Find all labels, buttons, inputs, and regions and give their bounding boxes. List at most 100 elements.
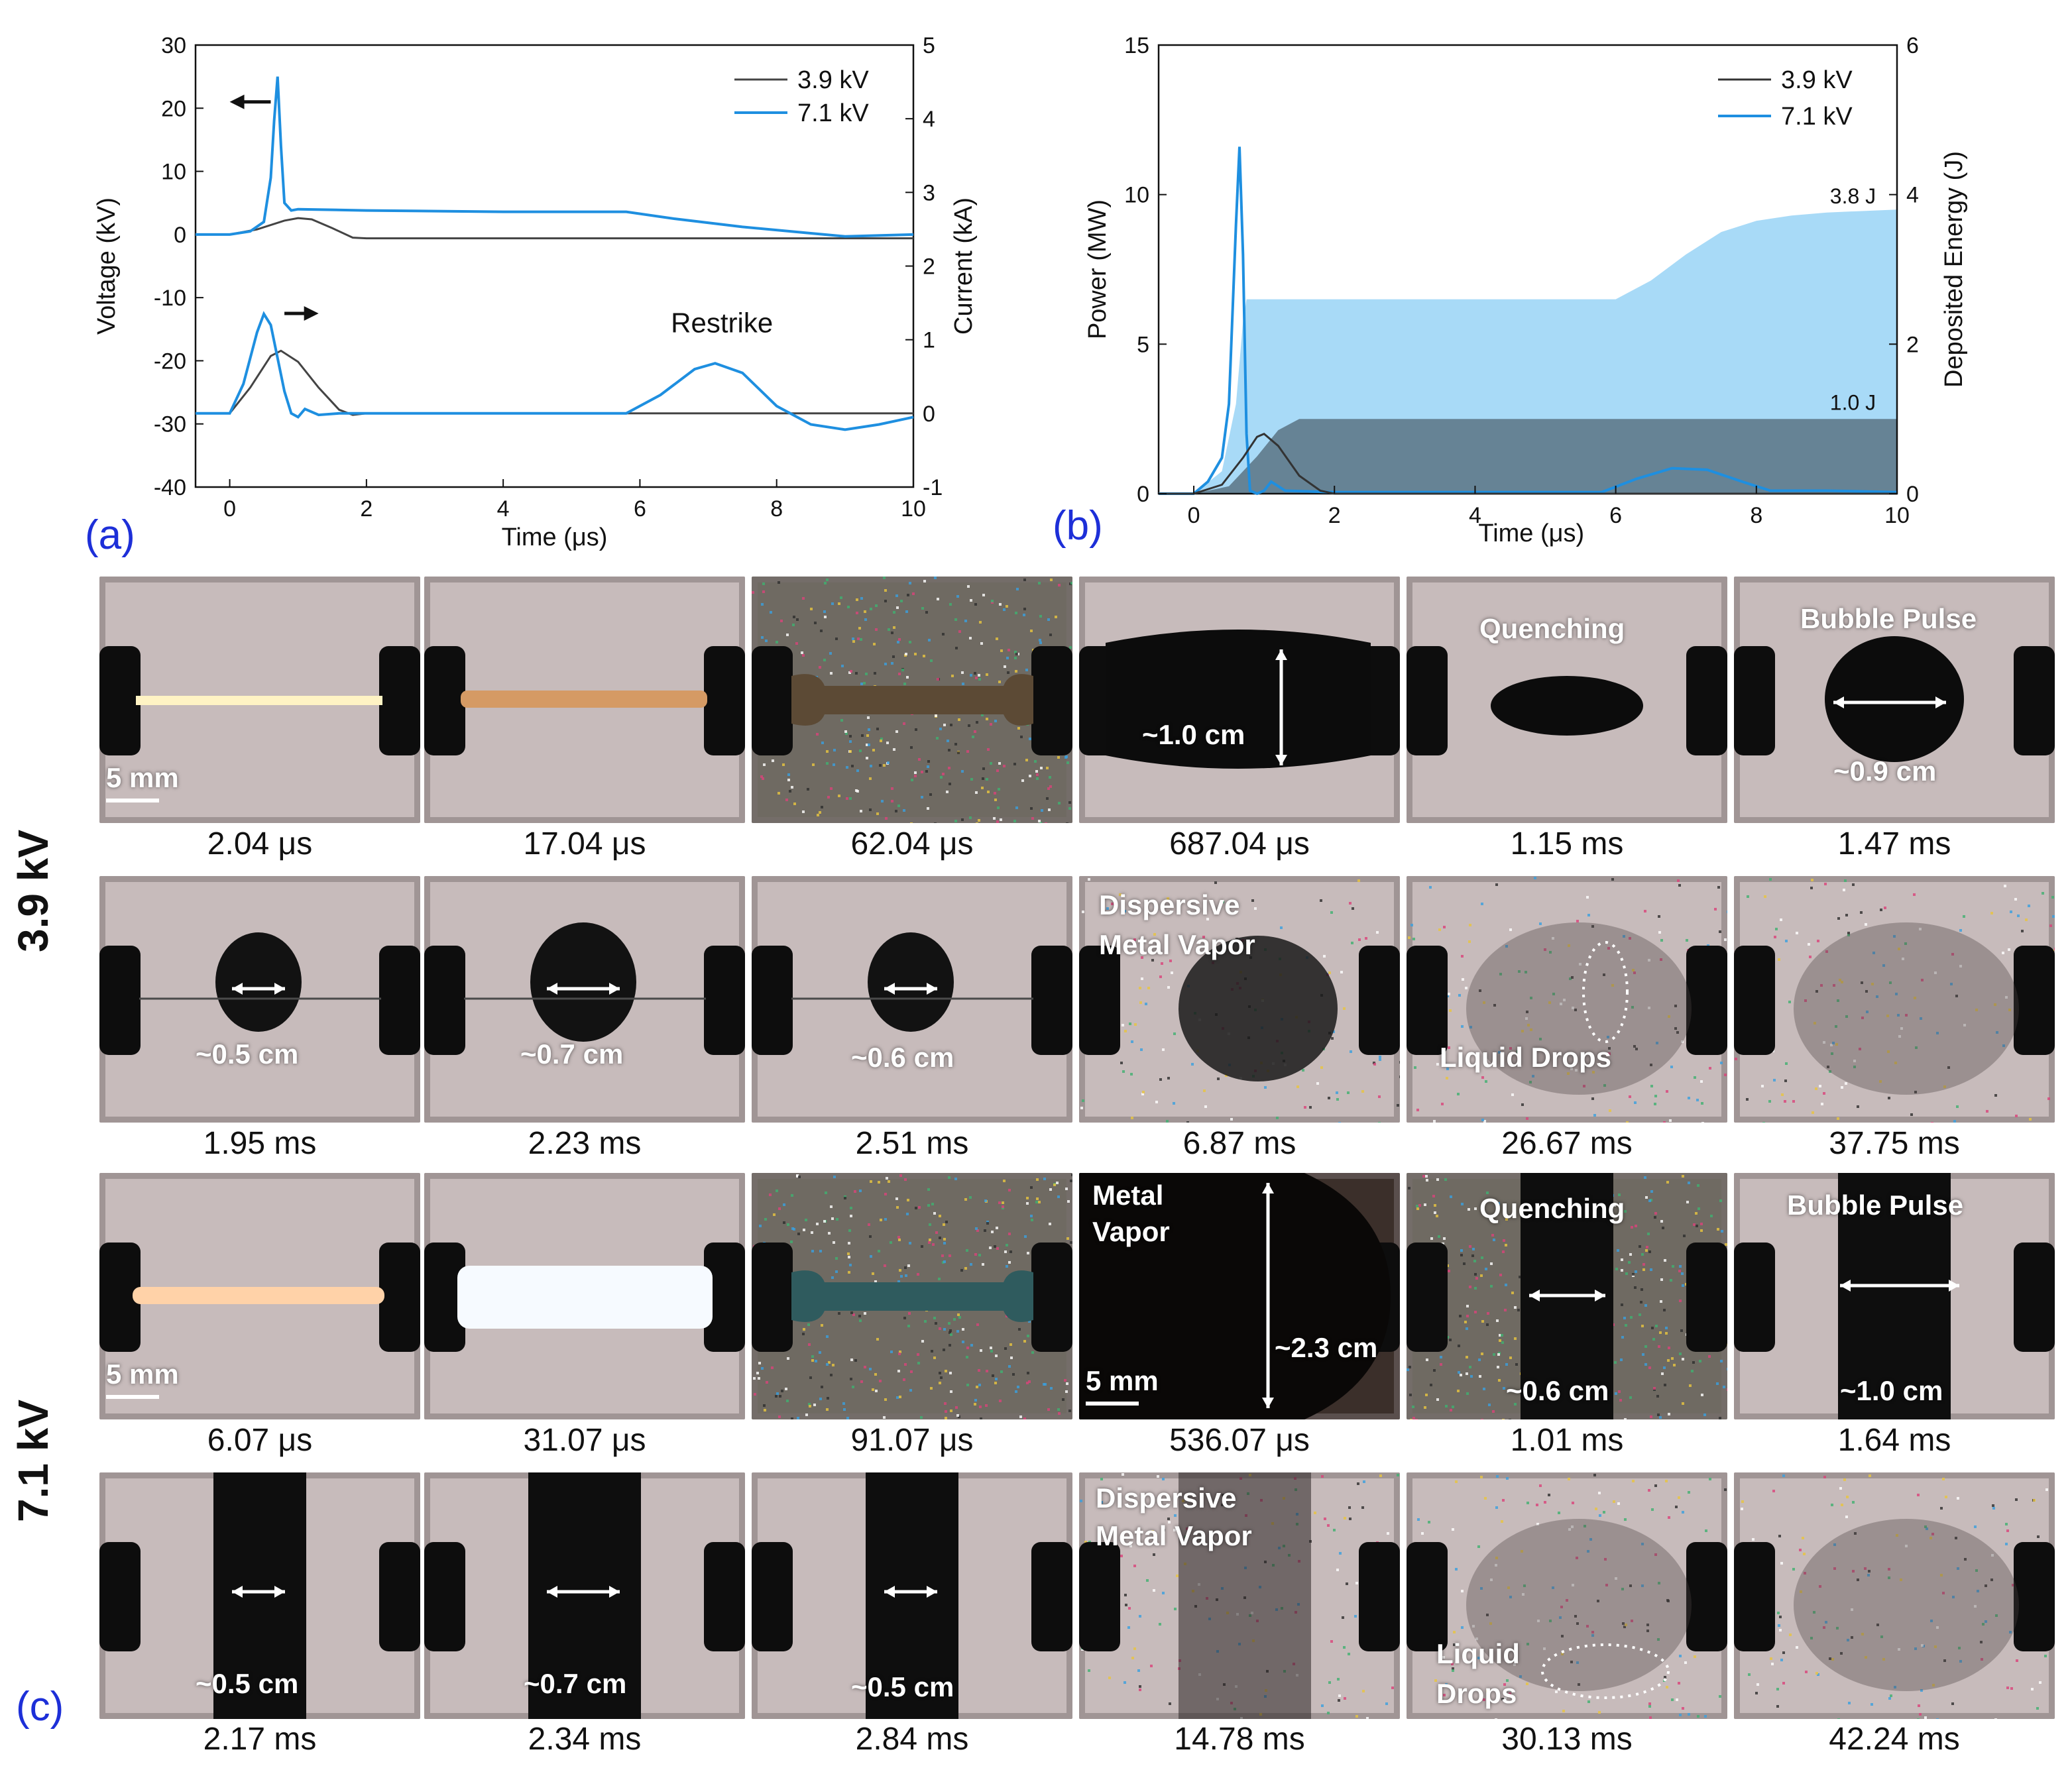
speckle — [921, 1340, 924, 1343]
speckle — [1483, 1120, 1486, 1123]
frame-time-caption: 536.07 μs — [1169, 1423, 1310, 1458]
speckle — [1607, 1036, 1609, 1038]
electrode-right — [704, 1243, 745, 1352]
speckle — [1514, 1337, 1517, 1340]
speckle — [824, 616, 827, 618]
speckle — [796, 618, 799, 621]
arrow-head — [927, 983, 937, 995]
frame-image — [99, 1173, 420, 1419]
speckle — [978, 819, 980, 822]
speckle — [924, 1320, 927, 1323]
speckle — [1338, 1699, 1340, 1702]
speckle — [1639, 1245, 1641, 1248]
speckle — [1942, 1478, 1945, 1480]
speckle — [830, 787, 833, 790]
speckle — [1039, 615, 1042, 618]
y2-tick-label: 5 — [923, 33, 935, 58]
speckle — [1857, 1578, 1859, 1581]
speckle — [1624, 1210, 1627, 1213]
speckle — [885, 817, 888, 820]
speckle — [1994, 1003, 1996, 1006]
speckle — [1598, 1711, 1601, 1714]
speckle — [1276, 1117, 1279, 1119]
speckle — [974, 1399, 977, 1402]
speckle — [1513, 1663, 1516, 1666]
speckle — [1452, 1669, 1454, 1672]
speckle — [1133, 938, 1136, 941]
frame-background — [1734, 1472, 2055, 1719]
speckle — [786, 634, 789, 636]
speckle — [869, 808, 872, 811]
speckle — [1159, 1623, 1161, 1626]
frame-annotation: ~0.5 cm — [196, 1038, 299, 1070]
speckle — [1674, 1027, 1677, 1030]
speckle — [1496, 1475, 1499, 1478]
speckle — [1631, 1226, 1633, 1229]
speckle — [1502, 1499, 1505, 1502]
speckle — [1162, 1048, 1165, 1051]
speckle — [1436, 1063, 1439, 1066]
speckle — [1514, 1403, 1517, 1406]
speckle — [2008, 948, 2010, 951]
electrode-left — [1407, 1243, 1448, 1352]
speckle — [921, 607, 924, 610]
speckle — [1701, 1394, 1703, 1396]
speckle — [1852, 883, 1855, 886]
speckle — [921, 1245, 923, 1248]
electrode-right — [704, 946, 745, 1055]
speckle — [909, 641, 911, 643]
panel-label-c: (c) — [16, 1684, 64, 1730]
speckle — [917, 1353, 919, 1356]
speckle — [1436, 1398, 1439, 1401]
speckle — [914, 775, 917, 777]
speckle — [994, 720, 997, 722]
frame-time-caption: 1.64 ms — [1837, 1423, 1951, 1458]
speckle — [1861, 1633, 1864, 1635]
frame-tile — [99, 1472, 420, 1719]
speckle — [1831, 1504, 1833, 1506]
speckle — [1624, 1518, 1627, 1521]
speckle — [1030, 1186, 1033, 1189]
y-tick-label: 0 — [174, 223, 186, 248]
speckle — [1815, 1087, 1817, 1090]
frame-annotation: Liquid Drops — [1440, 1042, 1611, 1073]
speckle — [949, 1254, 951, 1257]
speckle — [761, 1367, 764, 1370]
speckle — [893, 611, 895, 614]
speckle — [1778, 958, 1780, 961]
vapor-blob — [868, 932, 954, 1032]
speckle — [989, 1246, 992, 1249]
speckle — [777, 581, 780, 584]
speckle — [849, 1264, 852, 1266]
speckle — [1049, 776, 1051, 779]
speckle — [1485, 1080, 1487, 1083]
speckle — [803, 1328, 805, 1331]
speckle — [1629, 1095, 1631, 1098]
speckle — [979, 1406, 982, 1408]
speckle — [1161, 962, 1163, 965]
speckle — [1634, 1101, 1637, 1104]
speckle — [1333, 1529, 1336, 1531]
speckle — [1851, 1608, 1853, 1611]
speckle — [1321, 1475, 1324, 1478]
speckle — [1575, 1069, 1578, 1072]
speckle — [787, 1357, 789, 1360]
speckle — [892, 655, 895, 658]
speckle — [1809, 956, 1812, 958]
speckle — [758, 1362, 761, 1364]
speckle — [939, 728, 942, 730]
speckle — [978, 1384, 981, 1386]
speckle — [1347, 1091, 1350, 1094]
speckle — [1974, 1525, 1977, 1528]
speckle — [958, 1316, 961, 1319]
speckle — [1756, 1683, 1759, 1686]
speckle — [1813, 1611, 1815, 1614]
wire-column — [791, 1270, 1033, 1322]
speckle — [761, 636, 764, 639]
speckle — [1327, 1524, 1330, 1527]
speckle — [1872, 952, 1875, 954]
speckle — [1789, 1633, 1792, 1636]
y2-tick-label: 1 — [923, 328, 935, 353]
speckle — [1495, 1557, 1498, 1559]
speckle — [819, 1250, 822, 1252]
